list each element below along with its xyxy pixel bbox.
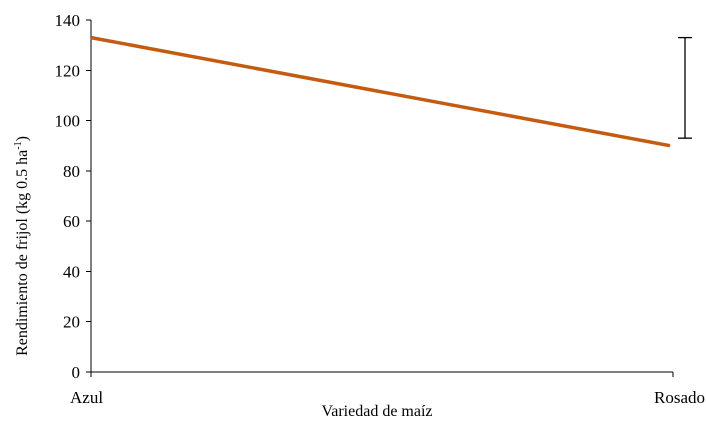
y-tick-label: 100	[55, 112, 81, 131]
y-tick-label: 140	[55, 11, 81, 30]
x-tick-label: Rosado	[654, 388, 705, 407]
x-axis-ticks: Azul Rosado	[70, 372, 705, 407]
y-tick-label: 120	[55, 61, 81, 80]
y-tick-label: 40	[63, 262, 80, 281]
y-axis-title-main: Rendimiento de frijol (kg 0.5 ha	[14, 150, 31, 356]
y-axis-title-end: )	[14, 136, 31, 141]
y-axis-title: Rendimiento de frijol (kg 0.5 ha-1)	[13, 136, 31, 356]
y-tick-label: 60	[63, 212, 80, 231]
y-tick-label: 80	[63, 162, 80, 181]
y-tick-label: 20	[63, 313, 80, 332]
x-axis-title: Variedad de maíz	[321, 403, 432, 420]
y-axis-title-superscript: -1	[13, 141, 24, 149]
series-group	[90, 35, 671, 148]
x-tick-label: Azul	[70, 388, 103, 407]
y-axis-ticks: 0 20 40 60 80 100 120 140	[55, 11, 91, 382]
series-line	[90, 35, 671, 148]
error-bar	[678, 36, 692, 139]
y-tick-label: 0	[72, 363, 81, 382]
